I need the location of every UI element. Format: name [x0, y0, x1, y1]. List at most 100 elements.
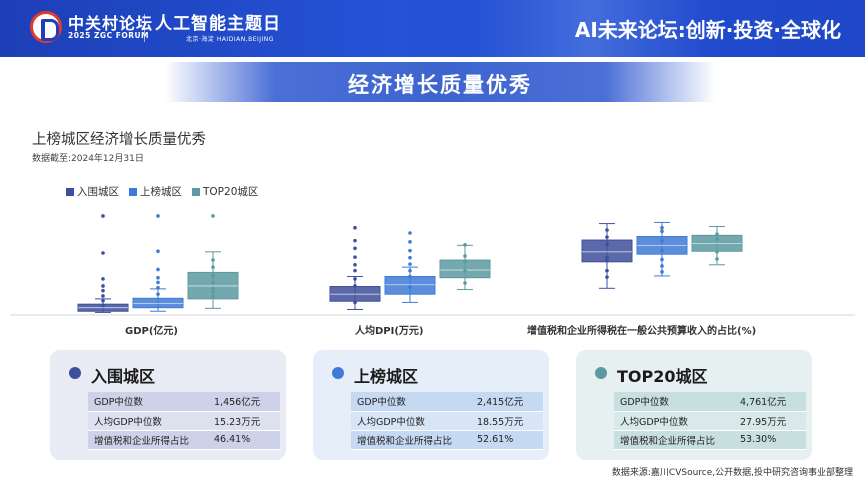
data-point [353, 300, 357, 305]
data-point [605, 242, 609, 246]
card-dot-icon [595, 367, 607, 379]
data-point [353, 238, 357, 243]
data-point [156, 280, 160, 285]
title-band: 经济增长质量优秀 [0, 57, 865, 107]
data-point [715, 237, 719, 241]
row-label: 增值税和企业所得占比 [88, 430, 208, 450]
card-dot-icon [69, 367, 81, 379]
data-point [463, 254, 467, 258]
data-point [156, 285, 160, 290]
row-label: 人均GDP中位数 [351, 411, 471, 431]
card-shortlisted: 入围城区 GDP中位数 1,456亿元 人均GDP中位数 15.23万元 增值税… [50, 350, 286, 460]
legend-label: 上榜城区 [140, 186, 182, 198]
data-source: 数据来源:嘉川CVSource,公开数据,投中研究咨询事业部整理 [611, 468, 853, 478]
data-point [156, 249, 160, 254]
row-label: GDP中位数 [88, 392, 208, 412]
data-point [660, 257, 664, 262]
data-point [408, 240, 412, 244]
title-banner: 经济增长质量优秀 [165, 62, 715, 102]
header-slogan: AI未来论坛:创新·投资·全球化 [574, 18, 841, 42]
legend-item: 上榜城区 [129, 184, 182, 199]
panel-label-tax: 增值税和企业所得税在一般公共预算收入的占比(%) [527, 326, 757, 337]
header-glow [470, 0, 710, 57]
legend-swatch [192, 187, 200, 196]
data-point [101, 284, 105, 288]
data-point [605, 228, 609, 232]
row-value: 1,456亿元 [208, 392, 280, 412]
forum-name-en: 2025 ZGC FORUM [68, 31, 150, 40]
page-title: 经济增长质量优秀 [348, 73, 532, 97]
event-title: 人工智能主题日 [155, 14, 281, 34]
panel-label-dpi: 人均DPI(万元) [355, 326, 424, 337]
data-point [408, 274, 412, 279]
chart-legend: 入围城区 上榜城区 TOP20城区 [66, 184, 258, 199]
data-point [463, 281, 467, 285]
row-label: 增值税和企业所得占比 [614, 430, 734, 450]
data-point [463, 268, 467, 273]
data-point [408, 255, 412, 260]
data-point [353, 246, 357, 251]
data-point [605, 255, 609, 260]
data-point [353, 255, 357, 259]
data-point [715, 250, 719, 254]
legend-item: 入围城区 [66, 184, 119, 199]
card-title: 入围城区 [91, 367, 156, 386]
data-point [353, 284, 357, 288]
data-point [353, 225, 357, 230]
data-point [211, 280, 215, 285]
data-point [211, 265, 215, 269]
data-point [211, 290, 215, 294]
data-point [211, 287, 215, 291]
event-location: 北京·海淀 HAIDIAN,BEIJING [186, 36, 274, 43]
forum-name-cn: 中关村论坛 [68, 14, 154, 33]
data-point [211, 258, 215, 262]
legend-swatch [129, 187, 137, 196]
data-date: 数据截至:2024年12月31日 [32, 154, 144, 164]
table-row: 增值税和企业所得占比 46.41% [88, 430, 280, 450]
data-point [660, 238, 664, 243]
table-row: 增值税和企业所得占比 53.30% [614, 430, 806, 450]
table-row: 人均GDP中位数 18.55万元 [351, 411, 543, 431]
data-point [605, 258, 609, 263]
card-table: GDP中位数 1,456亿元 人均GDP中位数 15.23万元 增值税和企业所得… [88, 392, 280, 450]
table-row: 增值税和企业所得占比 52.61% [351, 430, 543, 450]
data-point [353, 262, 357, 267]
data-point [156, 214, 160, 218]
zgc-logo-icon [30, 11, 62, 43]
row-value: 52.61% [471, 430, 543, 450]
data-point [408, 231, 412, 235]
row-value: 15.23万元 [208, 411, 280, 431]
data-point [463, 259, 467, 264]
header-banner: 中关村论坛 2025 ZGC FORUM 人工智能主题日 北京·海淀 HAIDI… [0, 0, 865, 57]
data-point [408, 285, 412, 289]
legend-swatch [66, 187, 74, 196]
data-point [715, 232, 719, 236]
data-point [156, 275, 160, 280]
chart-title: 上榜城区经济增长质量优秀 [32, 132, 206, 148]
legend-label: 入围城区 [77, 186, 119, 198]
row-value: 4,761亿元 [734, 392, 806, 412]
data-point [408, 248, 412, 253]
row-label: GDP中位数 [351, 392, 471, 412]
row-value: 46.41% [208, 430, 280, 450]
data-point [408, 268, 412, 273]
data-point [660, 229, 664, 234]
row-label: 人均GDP中位数 [614, 411, 734, 431]
table-row: GDP中位数 4,761亿元 [614, 392, 806, 412]
row-label: 人均GDP中位数 [88, 411, 208, 431]
data-point [101, 294, 105, 298]
card-table: GDP中位数 4,761亿元 人均GDP中位数 27.95万元 增值税和企业所得… [614, 392, 806, 450]
legend-label: TOP20城区 [203, 186, 259, 198]
data-point [660, 264, 664, 268]
data-point [101, 288, 105, 293]
row-label: 增值税和企业所得占比 [351, 430, 471, 450]
row-label: GDP中位数 [614, 392, 734, 412]
data-point [156, 292, 160, 296]
data-point [715, 257, 719, 261]
row-value: 27.95万元 [734, 411, 806, 431]
data-point [101, 298, 105, 303]
data-point [353, 277, 357, 281]
card-title: 上榜城区 [354, 367, 419, 386]
legend-item: TOP20城区 [192, 184, 258, 199]
